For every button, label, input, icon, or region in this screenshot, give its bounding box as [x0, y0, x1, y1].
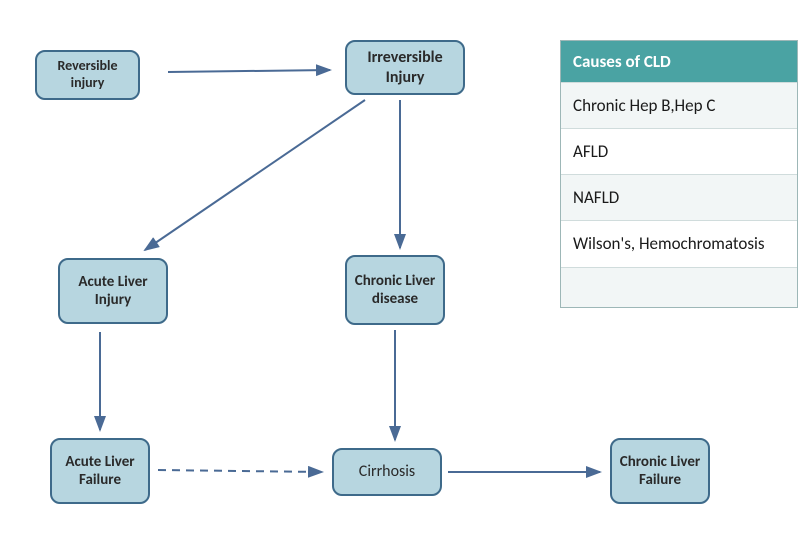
- causes-of-cld-table: Causes of CLD Chronic Hep B,Hep C AFLD N…: [560, 40, 798, 308]
- node-acute-liver-failure: Acute Liver Failure: [50, 438, 150, 504]
- edge-reversible-irreversible: [168, 70, 330, 72]
- node-chronic-liver-disease: Chronic Liver disease: [345, 255, 445, 325]
- table-row: AFLD: [561, 128, 797, 174]
- node-irreversible-injury: Irreversible Injury: [345, 40, 465, 95]
- node-acute-liver-injury: Acute Liver Injury: [58, 258, 168, 324]
- edge-alf-cirrhosis: [158, 470, 322, 472]
- table-row: Chronic Hep B,Hep C: [561, 82, 797, 128]
- table-row: Wilson's, Hemochromatosis: [561, 220, 797, 267]
- node-reversible-injury: Reversible injury: [35, 50, 140, 100]
- table-header: Causes of CLD: [561, 41, 797, 82]
- node-chronic-liver-failure: Chronic Liver Failure: [610, 438, 710, 504]
- edge-irreversible-acute: [145, 100, 365, 250]
- table-row: NAFLD: [561, 174, 797, 220]
- table-row-empty: [561, 267, 797, 307]
- node-cirrhosis: Cirrhosis: [332, 448, 442, 496]
